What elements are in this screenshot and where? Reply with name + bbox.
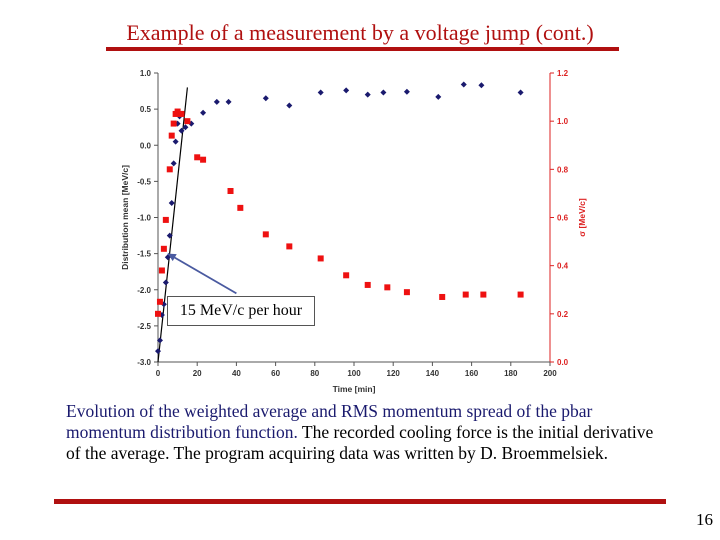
y-right-tick-label: 0.4	[557, 262, 569, 271]
sigma-point	[156, 298, 163, 305]
mean-point	[168, 200, 175, 207]
annotation-arrow-head	[167, 253, 177, 262]
slope-annotation: 15 MeV/c per hour	[167, 296, 315, 326]
mean-point	[155, 348, 161, 355]
sigma-point	[160, 245, 167, 252]
sigma-point	[158, 267, 165, 274]
sigma-point	[170, 120, 177, 127]
mean-point	[478, 82, 485, 89]
sigma-point	[227, 188, 234, 195]
x-axis-label: Time [min]	[333, 384, 376, 394]
mean-point	[166, 232, 173, 239]
x-tick-label: 180	[504, 369, 518, 378]
sigma-point	[162, 216, 169, 223]
y-right-tick-label: 1.0	[557, 117, 569, 126]
y-left-tick-label: 1.0	[140, 69, 152, 78]
annotation-arrow	[167, 252, 237, 295]
sigma-point	[480, 291, 487, 298]
sigma-point	[403, 289, 410, 296]
footer-rule	[54, 499, 666, 504]
sigma-point	[343, 272, 350, 279]
mean-point	[460, 81, 467, 88]
mean-point	[262, 95, 269, 102]
mean-point	[200, 109, 207, 116]
mean-point	[517, 89, 524, 96]
mean-point	[435, 93, 442, 100]
sigma-point	[364, 281, 371, 288]
mean-point	[286, 102, 293, 109]
mean-point	[364, 91, 371, 98]
x-tick-label: 200	[543, 369, 557, 378]
mean-point	[403, 88, 410, 95]
x-tick-label: 20	[193, 369, 202, 378]
mean-point	[172, 138, 179, 145]
sigma-point	[200, 156, 207, 163]
y-right-tick-label: 0.2	[557, 310, 569, 319]
page-number: 16	[696, 510, 713, 529]
y-left-tick-label: -1.5	[137, 250, 151, 259]
mean-point	[156, 337, 163, 344]
title-underline	[106, 47, 619, 51]
mean-point	[178, 127, 185, 134]
x-tick-label: 0	[156, 369, 161, 378]
y-left-tick-label: -2.0	[137, 286, 151, 295]
sigma-point	[237, 204, 244, 211]
y-left-tick-label: -2.5	[137, 322, 151, 331]
sigma-point	[462, 291, 469, 298]
mean-point	[182, 124, 189, 131]
mean-point	[162, 279, 169, 286]
x-tick-label: 100	[347, 369, 361, 378]
mean-point	[164, 254, 171, 261]
caption-part2: The recorded cooling force is the initia…	[66, 422, 654, 463]
y-left-tick-label: -1.0	[137, 214, 151, 223]
mean-point	[213, 98, 220, 105]
sigma-point	[155, 310, 161, 317]
x-tick-label: 140	[426, 369, 440, 378]
sigma-point	[194, 154, 201, 161]
y-right-tick-label: 0.6	[557, 214, 569, 223]
sigma-point	[517, 291, 524, 298]
sigma-point	[184, 118, 191, 125]
sigma-point	[439, 293, 446, 300]
mean-point	[225, 98, 232, 105]
slide-caption: Evolution of the weighted average and RM…	[66, 401, 666, 464]
y-left-tick-label: -0.5	[137, 177, 151, 186]
y-left-tick-label: 0.5	[140, 105, 152, 114]
sigma-point	[317, 255, 324, 262]
y-right-tick-label: 1.2	[557, 69, 569, 78]
sigma-point	[178, 110, 185, 117]
x-tick-label: 160	[465, 369, 479, 378]
x-tick-label: 40	[232, 369, 241, 378]
sigma-point	[168, 132, 175, 139]
y-right-tick-label: 0.0	[557, 358, 569, 367]
x-tick-label: 60	[271, 369, 280, 378]
mean-point	[380, 89, 387, 96]
y-right-tick-label: 0.8	[557, 165, 569, 174]
y-left-tick-label: 0.0	[140, 141, 152, 150]
y-left-tick-label: -3.0	[137, 358, 151, 367]
y-right-axis-label: σ [MeV/c]	[577, 198, 587, 237]
y-left-axis-label: Distribution mean [MeV/c]	[120, 165, 130, 270]
x-tick-label: 80	[310, 369, 319, 378]
mean-point	[343, 87, 350, 94]
sigma-point	[166, 166, 173, 173]
mean-point	[170, 160, 177, 167]
sigma-point	[286, 243, 293, 250]
x-tick-label: 120	[387, 369, 401, 378]
caption-part1: Evolution of the weighted average and RM…	[66, 401, 593, 442]
sigma-point	[384, 284, 391, 291]
slide-title: Example of a measurement by a voltage ju…	[126, 20, 594, 45]
sigma-point	[262, 231, 269, 238]
chart: 0 20 40 60 80 100 120 140 160 180 200 1.0 0.5 0.0 -0.5…	[120, 69, 587, 394]
mean-point	[317, 89, 324, 96]
